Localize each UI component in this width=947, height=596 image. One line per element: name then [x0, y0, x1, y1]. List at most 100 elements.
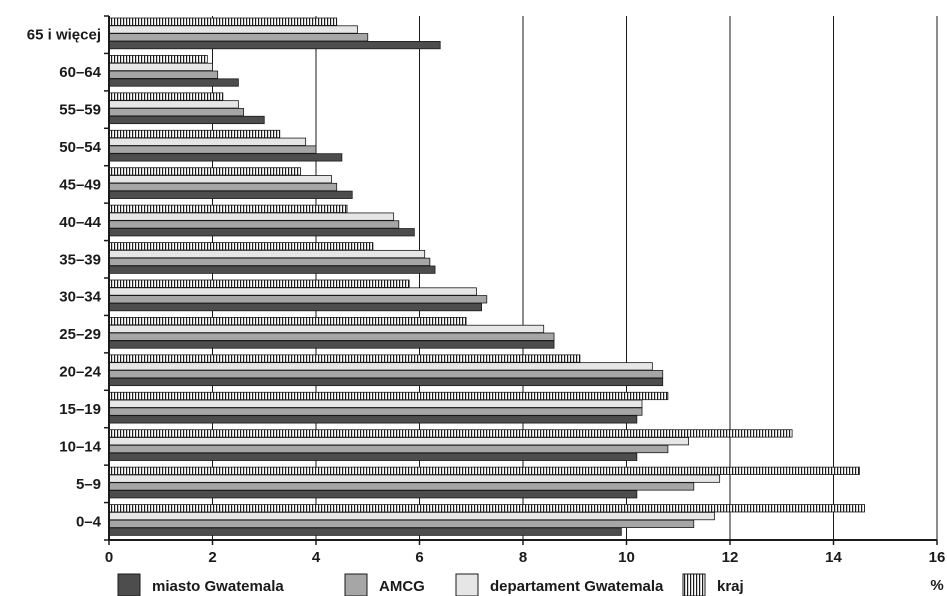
x-tick-label: 14	[825, 549, 842, 566]
bar	[108, 474, 721, 483]
bar-group	[108, 317, 555, 349]
bar	[108, 317, 467, 326]
bar	[108, 115, 265, 125]
x-tick-label: 8	[519, 549, 527, 566]
y-tick-labels: 65 i więcej 60–64 55–59 50–54 45–49 40–44 35–3…	[27, 27, 102, 531]
bar	[108, 129, 281, 139]
bar	[108, 302, 483, 312]
legend-label: kraj	[717, 578, 744, 595]
bar	[108, 249, 426, 259]
bar	[108, 108, 244, 117]
bar	[108, 377, 664, 387]
bar	[108, 415, 638, 424]
legend-item: departament Gwatemala	[455, 573, 664, 596]
bar	[108, 228, 415, 237]
y-tick-label: 35–39	[59, 251, 101, 268]
bar	[108, 62, 213, 72]
bar-group	[108, 279, 488, 312]
legend-swatch	[117, 573, 141, 596]
bar-group	[108, 204, 415, 237]
bar	[108, 220, 400, 229]
y-tick-label: 50–54	[59, 139, 101, 156]
bar	[108, 482, 695, 491]
bar	[108, 17, 338, 26]
x-tick-label: 2	[208, 549, 216, 566]
bar	[108, 429, 793, 438]
bar	[108, 242, 374, 251]
bar-group	[108, 92, 265, 125]
legend-swatch	[344, 573, 368, 596]
legend-item: miasto Gwatemala	[117, 573, 284, 596]
bar-group	[108, 466, 860, 499]
bar	[108, 295, 488, 304]
bar	[108, 78, 239, 87]
bar-group	[108, 429, 793, 461]
y-tick-label: 5–9	[76, 476, 101, 493]
bar	[108, 265, 436, 274]
axes	[104, 15, 938, 545]
bar	[108, 437, 689, 446]
bar	[108, 370, 664, 379]
bar	[108, 444, 669, 454]
x-tick-label: 6	[415, 549, 423, 566]
y-tick-label: 25–29	[59, 326, 101, 343]
gridlines	[212, 16, 938, 540]
y-tick-label: 10–14	[59, 438, 101, 455]
legend: miasto Gwatemala AMCG departament Gwatemal…	[117, 573, 744, 596]
bar	[108, 33, 369, 42]
y-tick-label: 15–19	[59, 401, 101, 418]
legend-label: miasto Gwatemala	[152, 578, 284, 595]
bar	[108, 182, 338, 192]
bar	[108, 519, 695, 528]
bar	[108, 167, 301, 176]
legend-item: AMCG	[344, 573, 425, 596]
x-tick-labels: 0 2 4 6 8 10 12 14 16	[105, 549, 946, 566]
x-tick-label: 0	[105, 549, 113, 566]
y-tick-label: 0–4	[76, 513, 102, 530]
x-tick-label: 10	[618, 549, 635, 566]
bar	[108, 340, 555, 349]
bar	[108, 153, 343, 162]
bar	[108, 137, 307, 146]
bar	[108, 55, 208, 64]
legend-label: AMCG	[379, 578, 425, 595]
y-tick-label: 65 i więcej	[27, 27, 101, 44]
bar	[108, 391, 669, 401]
y-tick-label: 20–24	[59, 364, 101, 381]
bar	[108, 354, 581, 363]
bar	[108, 145, 317, 154]
y-tick-label: 40–44	[59, 214, 101, 231]
bar	[108, 527, 622, 536]
bar	[108, 511, 715, 521]
bar	[108, 287, 477, 296]
bar	[108, 92, 224, 101]
bar	[108, 332, 555, 341]
bar	[108, 504, 865, 513]
bar-group	[108, 504, 865, 536]
bar	[108, 204, 348, 213]
bar	[108, 324, 545, 334]
bar	[108, 25, 358, 34]
x-axis-unit-label: %	[930, 577, 943, 594]
bar	[108, 490, 638, 499]
legend-swatch	[682, 573, 706, 596]
bar	[108, 212, 395, 221]
bar-group	[108, 354, 664, 387]
y-tick-label: 45–49	[59, 176, 101, 193]
bar	[108, 175, 332, 184]
y-tick-label: 30–34	[59, 289, 101, 306]
bar	[108, 279, 410, 288]
bar	[108, 70, 219, 79]
legend-label: departament Gwatemala	[490, 578, 664, 595]
bar-group	[108, 17, 441, 50]
bar-group	[108, 129, 343, 162]
bar	[108, 100, 239, 109]
bar-group	[108, 391, 669, 424]
x-tick-label: 16	[929, 549, 946, 566]
y-tick-label: 60–64	[59, 64, 101, 81]
bar	[108, 190, 353, 199]
bar-group	[108, 242, 436, 274]
bar	[108, 41, 441, 50]
bar	[108, 362, 653, 371]
